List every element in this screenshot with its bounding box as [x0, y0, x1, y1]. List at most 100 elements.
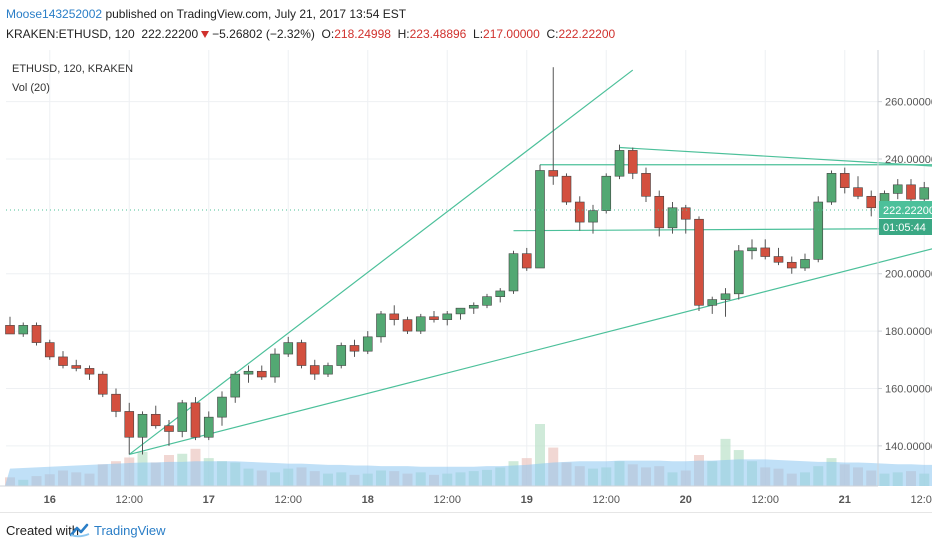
candle-body [390, 314, 399, 320]
time-tick-label: 12:00 [115, 494, 143, 506]
candle-body [284, 343, 293, 354]
candle-body [271, 354, 280, 377]
candle-body [6, 325, 15, 334]
candle-body [589, 211, 598, 222]
down-arrow-icon [201, 31, 209, 38]
tradingview-brand[interactable]: TradingView [94, 523, 166, 538]
candle-body [867, 196, 876, 207]
candle-body [748, 248, 757, 251]
candle-body [695, 219, 704, 305]
last-price-label: 222.22200 [883, 205, 932, 217]
candle-body [668, 208, 677, 228]
candle-body [218, 397, 227, 417]
price-tick-label: 200.00000 [885, 269, 932, 281]
price-tick-label: 180.00000 [885, 326, 932, 338]
candle-body [840, 173, 849, 187]
candle-body [734, 251, 743, 294]
price-tick-label: 160.00000 [885, 383, 932, 395]
time-tick-label: 12:00 [910, 494, 932, 506]
candle-body [112, 394, 121, 411]
candle-body [920, 188, 929, 199]
time-tick-label: 21 [839, 494, 851, 506]
candle-body [536, 170, 545, 268]
candle-body [827, 173, 836, 202]
candle-body [178, 403, 187, 432]
time-tick-label: 18 [362, 494, 374, 506]
created-with-text: Created with [6, 523, 79, 538]
candle-body [297, 343, 306, 366]
candle-body [165, 426, 174, 432]
candle-body [469, 305, 478, 308]
high-label: H: [398, 27, 410, 41]
candle-body [72, 366, 81, 369]
candle-body [787, 262, 796, 268]
candle-body [642, 173, 651, 196]
candle-body [562, 176, 571, 202]
candle-body [310, 366, 319, 375]
candle-body [522, 254, 531, 268]
candle-body [324, 366, 333, 375]
candle-body [350, 345, 359, 351]
candle-body [403, 320, 412, 331]
price-tick-label: 240.00000 [885, 154, 932, 166]
candle-body [721, 294, 730, 300]
candle-body [244, 371, 253, 374]
candle-body [575, 202, 584, 222]
high-value: 223.48896 [410, 27, 467, 41]
candle-body [191, 403, 200, 437]
candle-body [337, 345, 346, 365]
candle-body [483, 297, 492, 306]
time-tick-label: 12:00 [751, 494, 779, 506]
time-tick-label: 12:00 [274, 494, 302, 506]
price-tick-label: 140.00000 [885, 441, 932, 453]
candle-body [496, 291, 505, 297]
time-tick-label: 19 [521, 494, 533, 506]
candle-body [85, 368, 94, 374]
tradingview-logo-icon[interactable] [70, 522, 90, 538]
candle-body [416, 317, 425, 331]
time-tick-label: 16 [44, 494, 56, 506]
candle-body [19, 325, 28, 334]
candle-body [363, 337, 372, 351]
time-tick-label: 12:00 [592, 494, 620, 506]
symbol-interval: KRAKEN:ETHUSD, 120 [6, 27, 135, 41]
candle-body [151, 414, 160, 425]
last-price: 222.22200 [141, 27, 198, 41]
legend-symbol: ETHUSD, 120, KRAKEN [12, 63, 133, 75]
candle-body [681, 208, 690, 219]
ohlc-line: KRAKEN:ETHUSD, 120 222.22200−5.26802 (−2… [6, 27, 615, 41]
candle-body [125, 411, 134, 437]
candle-body [138, 414, 147, 437]
price-tick-label: 260.00000 [885, 97, 932, 109]
chart-header: Moose143252002 published on TradingView.… [0, 0, 932, 46]
candle-body [257, 371, 266, 377]
low-label: L: [473, 27, 483, 41]
candle-body [615, 150, 624, 176]
time-tick-label: 20 [680, 494, 692, 506]
candle-body [761, 248, 770, 257]
candle-body [801, 259, 810, 268]
close-value: 222.22200 [558, 27, 615, 41]
candle-body [907, 185, 916, 199]
open-label: O: [322, 27, 335, 41]
candle-body [443, 314, 452, 320]
published-text: published on TradingView.com, July 21, 2… [105, 7, 406, 21]
time-tick-label: 17 [203, 494, 215, 506]
footer: Created with TradingView [0, 512, 932, 551]
candle-body [456, 308, 465, 314]
candle-body [814, 202, 823, 259]
candle-body [655, 196, 664, 228]
legend-volume: Vol (20) [12, 82, 50, 94]
candle-body [45, 343, 54, 357]
countdown-label: 01:05:44 [883, 222, 926, 234]
candle-body [430, 317, 439, 320]
candle-body [628, 150, 637, 173]
author-link[interactable]: Moose143252002 [6, 7, 102, 21]
candle-body [509, 254, 518, 291]
time-tick-label: 12:00 [433, 494, 461, 506]
candle-body [708, 300, 717, 306]
price-chart[interactable]: 140.00000 160.00000 180.00000 200.00000 240.… [0, 50, 932, 512]
close-label: C: [546, 27, 558, 41]
candle-body [98, 374, 107, 394]
candle-body [32, 325, 41, 342]
